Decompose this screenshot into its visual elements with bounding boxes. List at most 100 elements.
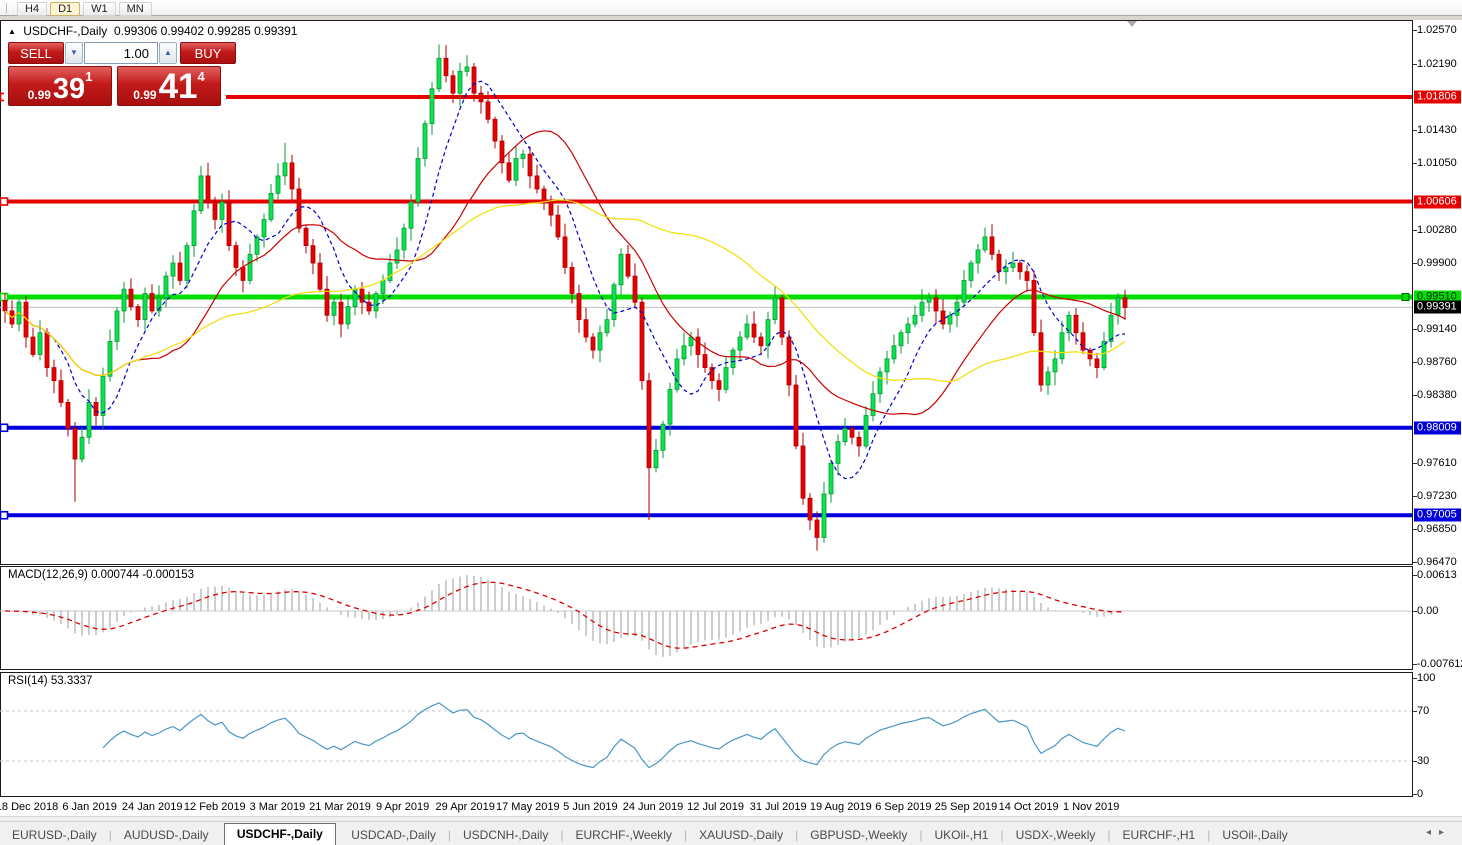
price-axis-badge-0.98009: 0.98009 bbox=[1414, 421, 1461, 435]
tab-separator: | bbox=[447, 828, 452, 842]
ma-slow-line bbox=[4, 199, 1126, 383]
tab-separator: | bbox=[1107, 828, 1111, 842]
candles bbox=[2, 44, 1128, 551]
axis-tick bbox=[1413, 362, 1417, 363]
chart-tab-audusd-daily[interactable]: AUDUSD-,Daily bbox=[123, 828, 209, 842]
axis-tick bbox=[1413, 678, 1417, 679]
chart-tab-eurchf-weekly[interactable]: EURCHF-,Weekly bbox=[575, 828, 672, 842]
price-axis-label: 1.02190 bbox=[1417, 58, 1457, 70]
volume-input[interactable] bbox=[84, 42, 158, 64]
tab-separator: | bbox=[560, 828, 564, 842]
chart-symbol-period: USDCHF-,Daily bbox=[23, 24, 108, 38]
date-axis-label: 21 Mar 2019 bbox=[309, 801, 371, 813]
volume-increase-button[interactable]: ▲ bbox=[159, 42, 177, 64]
collapse-panel-icon[interactable]: ▲ bbox=[8, 27, 16, 36]
timeframe-button-h4[interactable]: H4 bbox=[17, 1, 48, 16]
price-chart[interactable] bbox=[0, 20, 1413, 565]
macd-chart[interactable] bbox=[0, 566, 1413, 670]
buy-button[interactable]: BUY bbox=[180, 42, 236, 64]
chart-tab-xauusd-daily[interactable]: XAUUSD-,Daily bbox=[699, 828, 784, 842]
macd-values: 0.000744 -0.000153 bbox=[91, 569, 195, 581]
chart-tab-usdcnh-daily[interactable]: USDCNH-,Daily bbox=[463, 828, 549, 842]
sell-price-bigfigure: 0.99 bbox=[27, 88, 51, 102]
date-axis-label: 1 Nov 2019 bbox=[1063, 801, 1120, 813]
tab-separator: | bbox=[1207, 828, 1211, 842]
price-axis-badge-0.99391: 0.99391 bbox=[1414, 300, 1461, 314]
date-axis-label: 29 Apr 2019 bbox=[435, 801, 495, 813]
price-axis-label: 1.01050 bbox=[1417, 157, 1457, 169]
chart-tab-eurchf-h1[interactable]: EURCHF-,H1 bbox=[1122, 828, 1196, 842]
chart-ohlc-quote: 0.99306 0.99402 0.99285 0.99391 bbox=[113, 24, 298, 38]
macd-label: MACD(12,26,9) 0.000744 -0.000153 bbox=[8, 569, 195, 581]
date-axis-label: 3 Mar 2019 bbox=[249, 801, 306, 813]
chart-tabs-bar: EURUSD-,Daily | AUDUSD-,Daily USDCHF-,Dail… bbox=[0, 821, 1462, 845]
buy-price-pipette: 4 bbox=[197, 69, 205, 84]
buy-price-pips: 41 bbox=[158, 67, 198, 107]
chart-tab-gbpusd-weekly[interactable]: GBPUSD-,Weekly bbox=[810, 828, 908, 842]
price-axis-label: 1.02570 bbox=[1417, 24, 1457, 36]
chart-tab-usdchf-daily[interactable]: USDCHF-,Daily bbox=[223, 823, 336, 845]
date-axis-label: 6 Jan 2019 bbox=[62, 801, 117, 813]
rsi-line bbox=[102, 702, 1126, 769]
price-axis-label: 0.97610 bbox=[1417, 457, 1457, 469]
rsi-axis-label: 70 bbox=[1417, 705, 1430, 717]
timeframe-button-d1[interactable]: D1 bbox=[50, 1, 81, 16]
rsi-panel bbox=[0, 672, 1413, 797]
chart-title: ▲ USDCHF-,Daily 0.99306 0.99402 0.99285 … bbox=[8, 24, 297, 38]
tab-scroll-right-icon[interactable]: ▸ bbox=[1438, 827, 1452, 838]
axis-tick bbox=[1413, 575, 1417, 576]
chart-tab-usdcad-daily[interactable]: USDCAD-,Daily bbox=[351, 828, 436, 842]
timeframe-toolbar: H4 D1 W1 MN bbox=[0, 0, 1462, 16]
macd-histogram bbox=[11, 575, 1126, 657]
price-axis-label: 0.97230 bbox=[1417, 490, 1457, 502]
axis-tick bbox=[1413, 664, 1417, 665]
date-axis-label: 17 May 2019 bbox=[495, 801, 560, 813]
macd-axis-label: 0.00 bbox=[1417, 605, 1439, 617]
axis-tick bbox=[1413, 230, 1417, 231]
axis-tick bbox=[1413, 163, 1417, 164]
price-axis-label: 0.98380 bbox=[1417, 389, 1457, 401]
price-axis-badge-1.00606: 1.00606 bbox=[1414, 195, 1461, 209]
axis-tick bbox=[1413, 496, 1417, 497]
timeframe-button-w1[interactable]: W1 bbox=[83, 1, 116, 16]
axis-tick bbox=[1413, 64, 1417, 65]
rsi-chart[interactable] bbox=[0, 672, 1413, 797]
axis-tick bbox=[1413, 329, 1417, 330]
buy-price-display[interactable]: 0.99 41 4 bbox=[117, 66, 221, 106]
axis-tick bbox=[1413, 711, 1417, 712]
date-axis-label: 9 Apr 2019 bbox=[375, 801, 430, 813]
tab-scroll-left-icon[interactable]: ◂ bbox=[1425, 827, 1439, 838]
price-axis-badge-0.99510: 0.99510 bbox=[1414, 290, 1461, 304]
price-axis-label: 1.00280 bbox=[1417, 224, 1457, 236]
volume-decrease-button[interactable]: ▼ bbox=[65, 42, 83, 64]
sell-price-display[interactable]: 0.99 39 1 bbox=[8, 66, 112, 106]
chart-tab-ukoil-h1[interactable]: UKOil-,H1 bbox=[934, 828, 989, 842]
shift-end-marker-icon bbox=[1127, 21, 1137, 27]
tab-separator: | bbox=[1000, 828, 1004, 842]
tab-separator: | bbox=[795, 828, 799, 842]
horizontal-scrollbar[interactable] bbox=[0, 816, 1462, 822]
date-axis-label: 19 Aug 2019 bbox=[809, 801, 872, 813]
price-axis-label: 0.98760 bbox=[1417, 356, 1457, 368]
date-axis-label: 5 Jun 2019 bbox=[563, 801, 618, 813]
date-axis-label: 14 Oct 2019 bbox=[998, 801, 1059, 813]
axis-tick bbox=[1413, 611, 1417, 612]
axis-tick bbox=[1413, 463, 1417, 464]
sell-button[interactable]: SELL bbox=[8, 42, 64, 64]
chart-tab-eurusd-daily[interactable]: EURUSD-,Daily bbox=[12, 828, 97, 842]
timeframe-button-mn[interactable]: MN bbox=[118, 1, 152, 16]
rsi-axis-label: 30 bbox=[1417, 755, 1430, 767]
price-axis-label: 0.96850 bbox=[1417, 523, 1457, 535]
hline-anchor bbox=[0, 510, 9, 520]
rsi-value: 53.3337 bbox=[50, 675, 93, 687]
rsi-axis-label: 100 bbox=[1417, 672, 1436, 684]
axis-tick bbox=[1413, 263, 1417, 264]
chart-tab-usoil-daily[interactable]: USOil-,Daily bbox=[1222, 828, 1288, 842]
axis-tick bbox=[1413, 529, 1417, 530]
sell-price-pipette: 1 bbox=[85, 69, 93, 84]
macd-axis-label: 0.00613 bbox=[1417, 569, 1457, 581]
rsi-axis-label: 0 bbox=[1417, 788, 1424, 800]
price-axis-label: 1.01430 bbox=[1417, 124, 1457, 136]
chart-tab-usdx-weekly[interactable]: USDX-,Weekly bbox=[1015, 828, 1096, 842]
